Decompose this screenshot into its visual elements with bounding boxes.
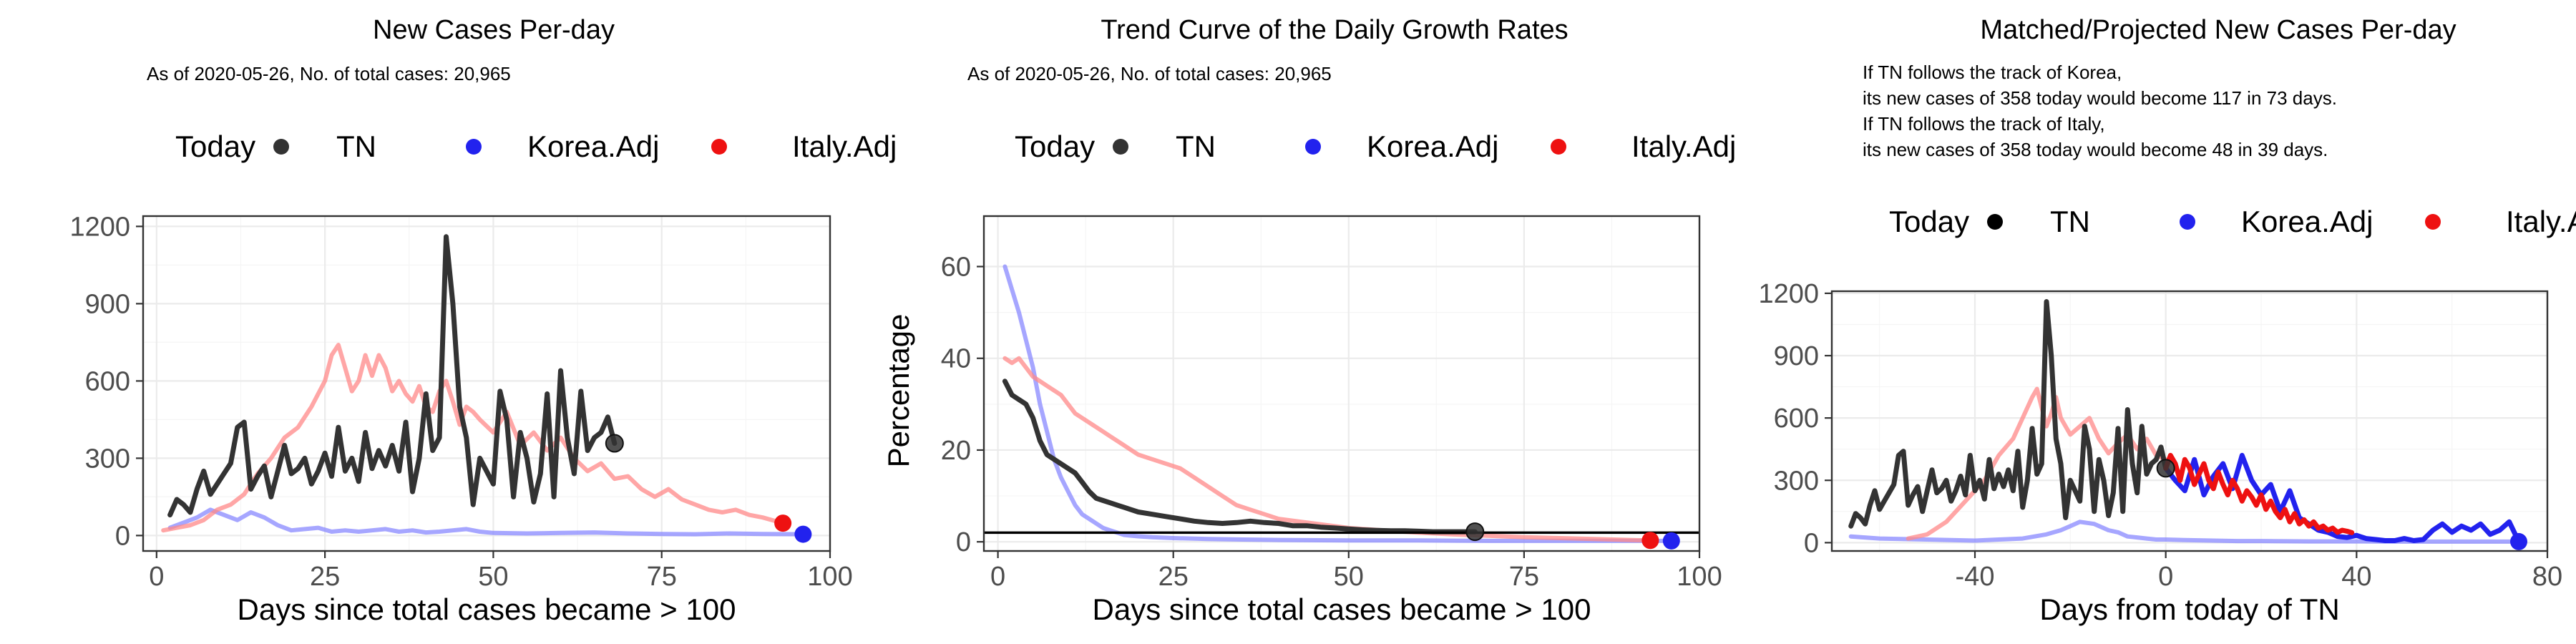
x-tick-label: 40	[2341, 562, 2371, 592]
legend-title: Today	[1889, 205, 1969, 238]
series-line-italy-proj	[2163, 452, 2355, 535]
legend-label-tn: TN	[1176, 130, 1216, 163]
x-tick-label: 50	[478, 562, 508, 592]
legend-key-italy-adj	[2425, 214, 2441, 230]
y-tick-label: 900	[1774, 341, 1819, 371]
series-line-italy	[161, 343, 786, 533]
x-tick-label: 100	[807, 562, 852, 592]
y-tick-label: 600	[1774, 404, 1819, 434]
legend: Today TN Korea.Adj Italy.Adj	[1889, 205, 2576, 238]
legend-label-italy-adj: Italy.Adj	[1631, 130, 1736, 163]
legend-label-tn: TN	[336, 130, 376, 163]
plot-area	[161, 234, 806, 537]
x-tick-label: 50	[1334, 562, 1364, 592]
y-tick-label: 0	[1804, 528, 1819, 558]
grid	[984, 216, 1701, 551]
legend-label-tn: TN	[2050, 205, 2090, 238]
x-axis-title: Days since total cases became > 100	[238, 592, 736, 626]
x-tick-label: 100	[1677, 562, 1722, 592]
today-point-italy	[1641, 532, 1659, 550]
x-tick-label: 75	[1509, 562, 1539, 592]
x-tick-label: 25	[1158, 562, 1189, 592]
x-axis-title: Days since total cases became > 100	[1093, 592, 1591, 626]
chart-title: Matched/Projected New Cases Per-day	[1980, 15, 2456, 45]
y-tick-label: 20	[941, 436, 971, 466]
today-point-tn	[1465, 522, 1485, 542]
y-tick-label: 900	[85, 289, 130, 319]
legend-key-tn	[1113, 139, 1128, 155]
x-tick-label: -40	[1956, 562, 1995, 592]
growth-rate-panel: Trend Curve of the Daily Growth Rates As …	[882, 15, 1736, 626]
legend-label-korea-adj: Korea.Adj	[1367, 130, 1498, 163]
today-point-korea	[2510, 532, 2527, 550]
legend-key-italy-adj	[1551, 139, 1566, 155]
y-tick-label: 1200	[69, 212, 130, 242]
chart-subtitle-line: If TN follows the track of Italy,	[1863, 113, 2105, 135]
chart-subtitle-line: its new cases of 358 today would become …	[1863, 139, 2328, 160]
today-point-korea	[794, 525, 812, 543]
today-point-tn	[605, 434, 624, 453]
y-axis-title: Percentage	[882, 314, 915, 468]
legend-label-korea-adj: Korea.Adj	[2241, 205, 2373, 238]
legend-key-korea-adj	[466, 139, 482, 155]
grid	[143, 216, 831, 551]
series-line-tn	[1848, 299, 2169, 529]
series-line-korea-proj	[2163, 452, 2522, 545]
x-tick-label: 0	[149, 562, 164, 592]
chart-subtitle-line: its new cases of 358 today would become …	[1863, 87, 2337, 109]
legend-title: Today	[1015, 130, 1095, 163]
legend: Today TN Korea.Adj Italy.Adj	[175, 130, 897, 163]
series-line-korea-hist	[1848, 519, 2521, 544]
legend-key-tn	[273, 139, 289, 155]
y-tick-label: 1200	[1758, 279, 1819, 309]
series-line-korea	[167, 507, 806, 537]
legend-key-italy-adj	[711, 139, 727, 155]
series-line-tn	[167, 234, 618, 518]
y-tick-label: 0	[956, 527, 971, 557]
panel-border	[142, 215, 831, 552]
y-tick-label: 0	[115, 521, 130, 551]
chart-subtitle-line: As of 2020-05-26, No. of total cases: 20…	[967, 63, 1332, 84]
y-tick-label: 300	[1774, 466, 1819, 496]
legend-label-italy-adj: Italy.Adj	[2506, 205, 2576, 238]
chart-subtitle-line: As of 2020-05-26, No. of total cases: 20…	[147, 63, 511, 84]
plot-area	[984, 264, 1699, 543]
legend-key-korea-adj	[2180, 214, 2195, 230]
chart-title: Trend Curve of the Daily Growth Rates	[1101, 15, 1568, 45]
panel-border	[1830, 290, 2549, 552]
x-tick-label: 0	[990, 562, 1005, 592]
panel-border	[982, 215, 1701, 552]
chart-subtitle-line: If TN follows the track of Korea,	[1863, 62, 2122, 83]
legend-title: Today	[175, 130, 255, 163]
legend-label-korea-adj: Korea.Adj	[527, 130, 659, 163]
today-point-tn	[2156, 459, 2175, 478]
today-point-italy	[774, 514, 792, 532]
y-tick-label: 40	[941, 344, 971, 374]
projected-cases-panel: Matched/Projected New Cases Per-day If TN…	[1758, 15, 2576, 626]
today-point-korea	[1662, 532, 1680, 550]
x-tick-label: 25	[310, 562, 340, 592]
legend: Today TN Korea.Adj Italy.Adj	[1015, 130, 1736, 163]
y-tick-label: 600	[85, 366, 130, 396]
x-tick-label: 0	[2158, 562, 2173, 592]
x-tick-label: 75	[647, 562, 677, 592]
x-axis-title: Days from today of TN	[2039, 592, 2339, 626]
new-cases-panel: New Cases Per-day As of 2020-05-26, No. o…	[69, 15, 897, 626]
grid	[1832, 291, 2549, 551]
legend-key-korea-adj	[1305, 139, 1321, 155]
y-tick-label: 300	[85, 444, 130, 474]
chart-title: New Cases Per-day	[373, 15, 615, 45]
legend-label-italy-adj: Italy.Adj	[792, 130, 897, 163]
y-tick-label: 60	[941, 253, 971, 283]
x-tick-label: 80	[2532, 562, 2562, 592]
legend-key-tn	[1987, 214, 2003, 230]
plot-area	[1848, 299, 2522, 545]
series-line-tn	[1002, 379, 1478, 535]
series-line-korea	[1002, 264, 1674, 543]
